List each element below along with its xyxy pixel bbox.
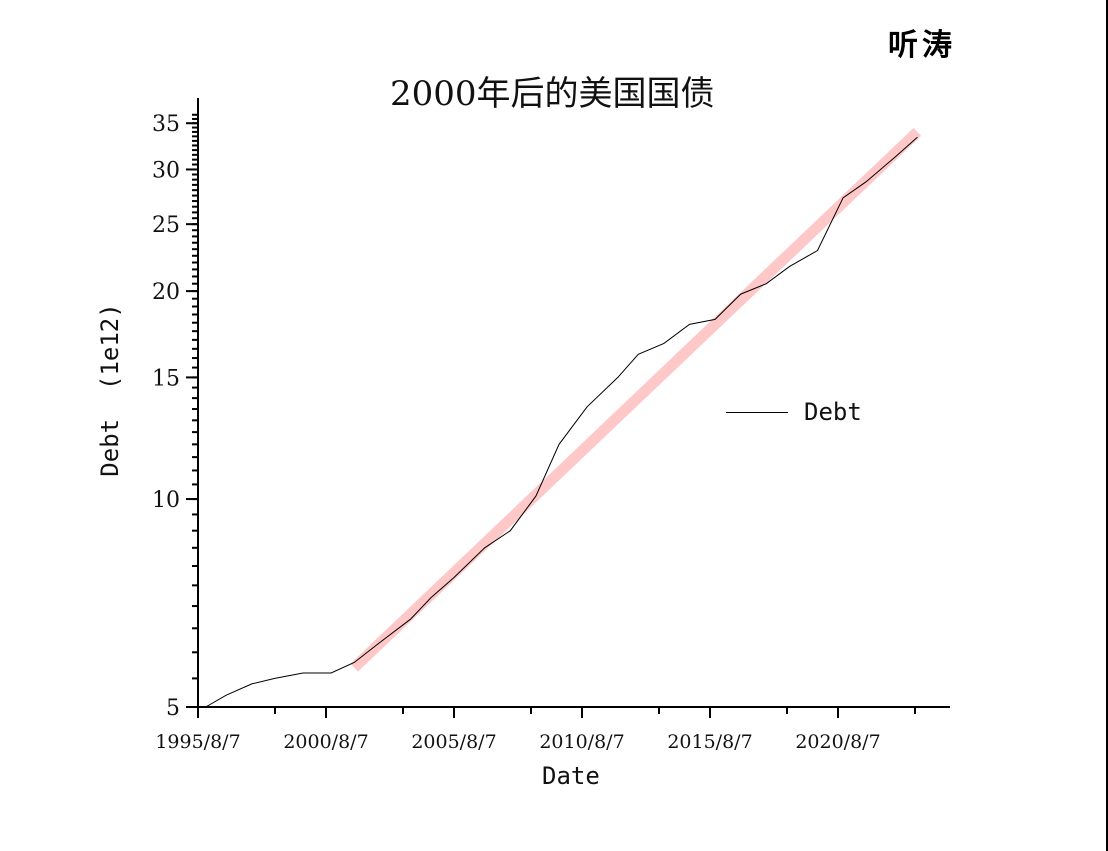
legend-label: Debt xyxy=(804,398,862,426)
x-tick-label: 1995/8/7 xyxy=(155,731,240,753)
debt-line xyxy=(205,136,918,708)
trend-line xyxy=(350,127,922,672)
x-tick-label: 2005/8/7 xyxy=(411,731,496,753)
x-tick-label: 2020/8/7 xyxy=(795,731,880,753)
trend-band xyxy=(350,127,922,672)
axes: 1995/8/7 2000/8/7 2005/8/7 2010/8/7 2015/8/7… xyxy=(152,98,950,753)
legend: Debt xyxy=(726,398,862,426)
watermark: 听涛 xyxy=(888,28,956,63)
x-tick-label: 2010/8/7 xyxy=(539,731,624,753)
y-tick-label: 10 xyxy=(152,488,180,513)
y-tick-label: 25 xyxy=(152,213,180,238)
debt-series-line xyxy=(205,136,918,708)
y-tick-label: 35 xyxy=(152,112,180,137)
y-tick-label: 15 xyxy=(152,366,180,391)
x-tick-label: 2000/8/7 xyxy=(283,731,368,753)
y-tick-label: 5 xyxy=(166,696,180,721)
chart-title: 2000年后的美国国债 xyxy=(390,74,715,114)
x-axis-label: Date xyxy=(542,762,600,790)
legend-line-swatch xyxy=(726,411,788,413)
y-tick-label: 30 xyxy=(152,158,180,183)
y-tick-label: 20 xyxy=(152,280,180,305)
right-border xyxy=(1106,0,1108,851)
x-tick-label: 2015/8/7 xyxy=(667,731,752,753)
